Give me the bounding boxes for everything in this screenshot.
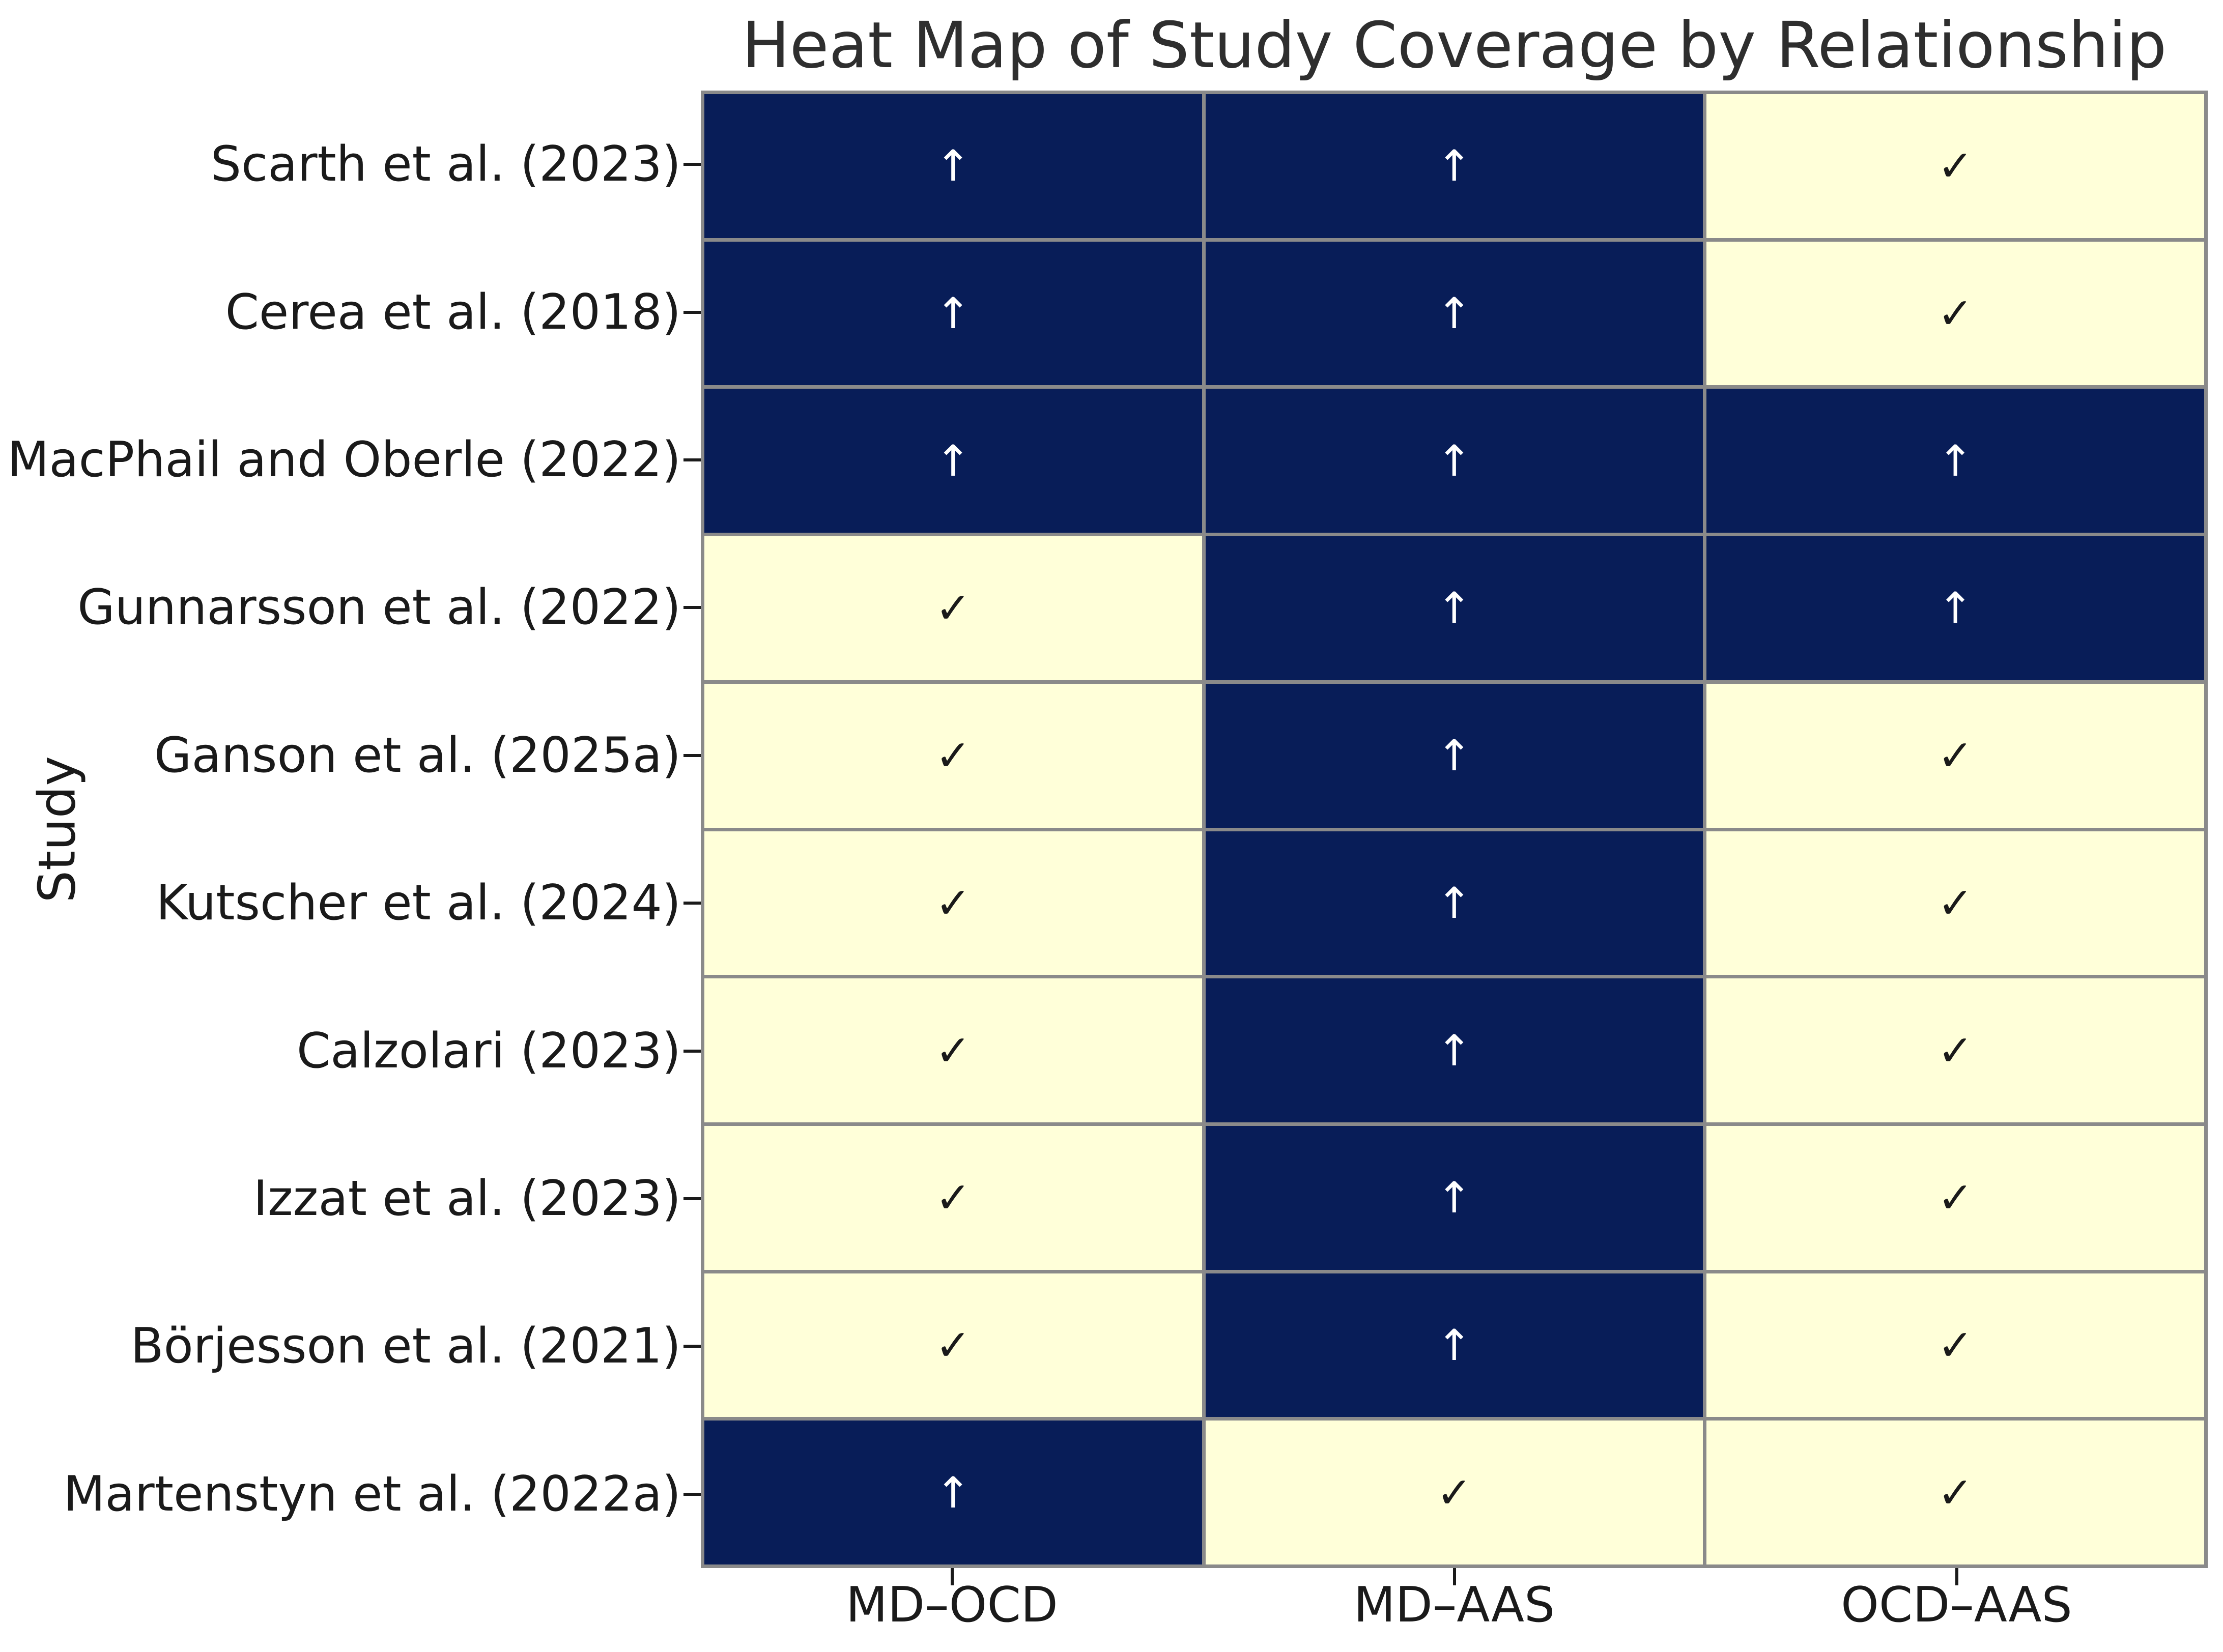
heatmap-cell: ✓ xyxy=(704,536,1202,680)
up-arrow-icon: ↑ xyxy=(935,1467,972,1518)
heatmap-cell: ✓ xyxy=(704,1125,1202,1270)
up-arrow-icon: ↑ xyxy=(1436,878,1472,928)
heatmap-cell: ✓ xyxy=(1706,683,2204,828)
check-icon: ✓ xyxy=(1937,878,1974,928)
up-arrow-icon: ↑ xyxy=(1436,288,1472,339)
check-icon: ✓ xyxy=(935,1173,972,1223)
heatmap-cell: ↑ xyxy=(1205,389,1703,533)
check-icon: ✓ xyxy=(1937,1467,1974,1518)
heatmap-cell: ✓ xyxy=(1706,94,2204,238)
y-tick-mark xyxy=(683,753,701,757)
check-icon: ✓ xyxy=(935,1320,972,1370)
check-icon: ✓ xyxy=(935,878,972,928)
chart-title: Heat Map of Study Coverage by Relationsh… xyxy=(742,9,2167,82)
x-tick-mark xyxy=(950,1568,954,1585)
heatmap-cell: ↑ xyxy=(1205,94,1703,238)
heatmap-cell: ↑ xyxy=(1205,1125,1703,1270)
y-tick-label: Ganson et al. (2025a) xyxy=(154,727,681,784)
check-icon: ✓ xyxy=(1937,141,1974,191)
up-arrow-icon: ↑ xyxy=(1937,436,1974,486)
y-tick-label: Cerea et al. (2018) xyxy=(225,284,681,340)
heatmap-cell: ✓ xyxy=(704,1273,1202,1417)
up-arrow-icon: ↑ xyxy=(935,436,972,486)
heatmap-cell: ✓ xyxy=(1706,1273,2204,1417)
x-tick-label: OCD–AAS xyxy=(1841,1577,2072,1633)
heatmap-cell: ✓ xyxy=(1205,1421,1703,1564)
up-arrow-icon: ↑ xyxy=(1436,1025,1472,1076)
heatmap-grid: ↑ ↑ ✓ ↑ ↑ ✓ ↑ ↑ ↑ ✓ ↑ ↑ ✓ ↑ ✓ ✓ ↑ ✓ ✓ ↑ ✓ ✓ ↑ ✓ ✓ ↑ ✓ ↑ ✓ ✓ xyxy=(701,91,2208,1568)
check-icon: ✓ xyxy=(1937,1025,1974,1076)
up-arrow-icon: ↑ xyxy=(1937,583,1974,633)
heatmap-cell: ↑ xyxy=(704,241,1202,386)
heatmap-cell: ↑ xyxy=(1205,536,1703,680)
y-tick-label: Calzolari (2023) xyxy=(296,1023,681,1079)
heatmap-cell: ↑ xyxy=(1205,831,1703,975)
heatmap-cell: ↑ xyxy=(1706,536,2204,680)
heatmap-cell: ↑ xyxy=(1706,389,2204,533)
heatmap-cell: ↑ xyxy=(1205,978,1703,1122)
heatmap-cell: ✓ xyxy=(1706,1125,2204,1270)
up-arrow-icon: ↑ xyxy=(1436,141,1472,191)
heatmap-cell: ✓ xyxy=(1706,241,2204,386)
check-icon: ✓ xyxy=(1937,1173,1974,1223)
heatmap-cell: ↑ xyxy=(704,94,1202,238)
y-tick-label: Börjesson et al. (2021) xyxy=(130,1318,681,1375)
check-icon: ✓ xyxy=(1937,731,1974,781)
up-arrow-icon: ↑ xyxy=(1436,583,1472,633)
y-tick-mark xyxy=(683,310,701,314)
y-tick-label: Gunnarsson et al. (2022) xyxy=(77,579,681,636)
y-tick-mark xyxy=(683,1197,701,1200)
heatmap-cell: ↑ xyxy=(1205,1273,1703,1417)
y-tick-mark xyxy=(683,902,701,905)
y-axis-label: Study xyxy=(27,756,87,903)
heatmap-cell: ✓ xyxy=(1706,831,2204,975)
y-tick-mark xyxy=(683,1492,701,1496)
heatmap-cell: ✓ xyxy=(704,683,1202,828)
y-tick-mark xyxy=(683,1049,701,1053)
y-tick-label: Scarth et al. (2023) xyxy=(210,136,681,193)
heatmap-cell: ✓ xyxy=(704,978,1202,1122)
y-tick-mark xyxy=(683,1345,701,1348)
heatmap-cell: ✓ xyxy=(704,831,1202,975)
y-tick-mark xyxy=(683,163,701,166)
up-arrow-icon: ↑ xyxy=(935,141,972,191)
up-arrow-icon: ↑ xyxy=(1436,1173,1472,1223)
y-tick-label: Martenstyn et al. (2022a) xyxy=(63,1466,681,1522)
check-icon: ✓ xyxy=(935,731,972,781)
heatmap-cell: ↑ xyxy=(1205,683,1703,828)
heatmap-cell: ↑ xyxy=(704,1421,1202,1564)
check-icon: ✓ xyxy=(1436,1467,1472,1518)
x-tick-mark xyxy=(1955,1568,1958,1585)
heatmap-cell: ↑ xyxy=(1205,241,1703,386)
x-tick-label: MD–AAS xyxy=(1353,1577,1555,1633)
y-tick-label: MacPhail and Oberle (2022) xyxy=(7,432,681,488)
check-icon: ✓ xyxy=(1937,288,1974,339)
y-tick-mark xyxy=(683,458,701,461)
up-arrow-icon: ↑ xyxy=(1436,1320,1472,1370)
heatmap-cell: ↑ xyxy=(704,389,1202,533)
x-tick-mark xyxy=(1452,1568,1456,1585)
y-tick-label: Izzat et al. (2023) xyxy=(253,1171,681,1227)
up-arrow-icon: ↑ xyxy=(1436,436,1472,486)
y-tick-mark xyxy=(683,606,701,610)
check-icon: ✓ xyxy=(1937,1320,1974,1370)
up-arrow-icon: ↑ xyxy=(1436,731,1472,781)
y-tick-label: Kutscher et al. (2024) xyxy=(156,875,681,932)
up-arrow-icon: ↑ xyxy=(935,288,972,339)
heatmap-cell: ✓ xyxy=(1706,978,2204,1122)
check-icon: ✓ xyxy=(935,1025,972,1076)
heatmap-cell: ✓ xyxy=(1706,1421,2204,1564)
x-tick-label: MD–OCD xyxy=(846,1577,1058,1633)
check-icon: ✓ xyxy=(935,583,972,633)
